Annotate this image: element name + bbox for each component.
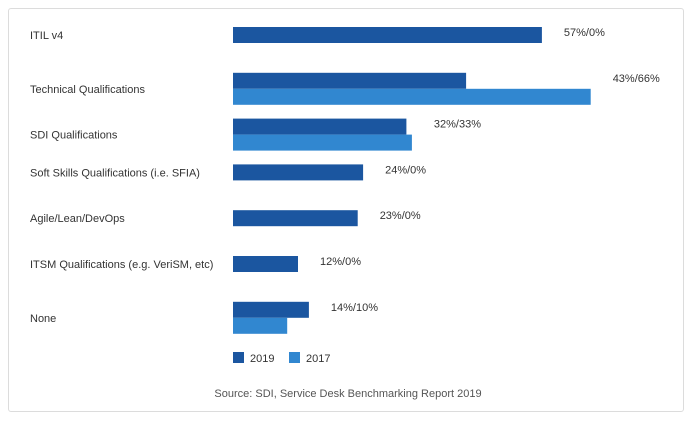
legend-label-2019: 2019 [250, 353, 274, 365]
category-label-technical-qualifications: Technical Qualifications [30, 84, 145, 96]
bar-itsm-qualifications-e-g-verism-etc-2019 [233, 256, 298, 272]
category-label-itsm-qualifications-e-g-verism-etc: ITSM Qualifications (e.g. VeriSM, etc) [30, 259, 213, 271]
category-label-soft-skills-qualifications-i-e-sfia: Soft Skills Qualifications (i.e. SFIA) [30, 167, 200, 179]
data-labels: 57%/0% 43%/66% 32%/33% 24%/0% 23%/0% 12%/0% 14… [320, 27, 660, 314]
legend-swatch-2019 [233, 352, 244, 363]
bar-itil-v4-2019 [233, 27, 542, 43]
bar-none-2019 [233, 301, 309, 318]
bar-technical-qualifications-2019 [233, 72, 467, 89]
source-note: Source: SDI, Service Desk Benchmarking R… [214, 388, 481, 400]
category-labels: ITIL v4 Technical Qualifications SDI Quali… [30, 30, 213, 325]
data-label-none: 14%/10% [331, 302, 378, 314]
bar-sdi-qualifications-2019 [233, 118, 407, 135]
legend: 2019 2017 [233, 352, 330, 365]
bar-none-2017 [233, 317, 288, 334]
data-label-itsm-qualifications-e-g-verism-etc: 12%/0% [320, 256, 361, 268]
bar-sdi-qualifications-2017 [233, 134, 412, 151]
data-label-itil-v4: 57%/0% [564, 27, 605, 39]
legend-label-2017: 2017 [306, 353, 330, 365]
data-label-technical-qualifications: 43%/66% [613, 73, 660, 85]
bar-technical-qualifications-2017 [233, 88, 591, 105]
bar-soft-skills-qualifications-i-e-sfia-2019 [233, 164, 364, 181]
data-label-soft-skills-qualifications-i-e-sfia: 24%/0% [385, 164, 426, 176]
data-label-agile-lean-devops: 23%/0% [380, 210, 421, 222]
category-label-agile-lean-devops: Agile/Lean/DevOps [30, 213, 125, 225]
category-label-none: None [30, 313, 56, 325]
bar-agile-lean-devops-2019 [233, 210, 358, 227]
data-label-sdi-qualifications: 32%/33% [434, 119, 481, 131]
legend-swatch-2017 [289, 352, 300, 363]
category-label-itil-v4: ITIL v4 [30, 30, 63, 42]
bars [233, 27, 591, 334]
category-label-sdi-qualifications: SDI Qualifications [30, 130, 118, 142]
